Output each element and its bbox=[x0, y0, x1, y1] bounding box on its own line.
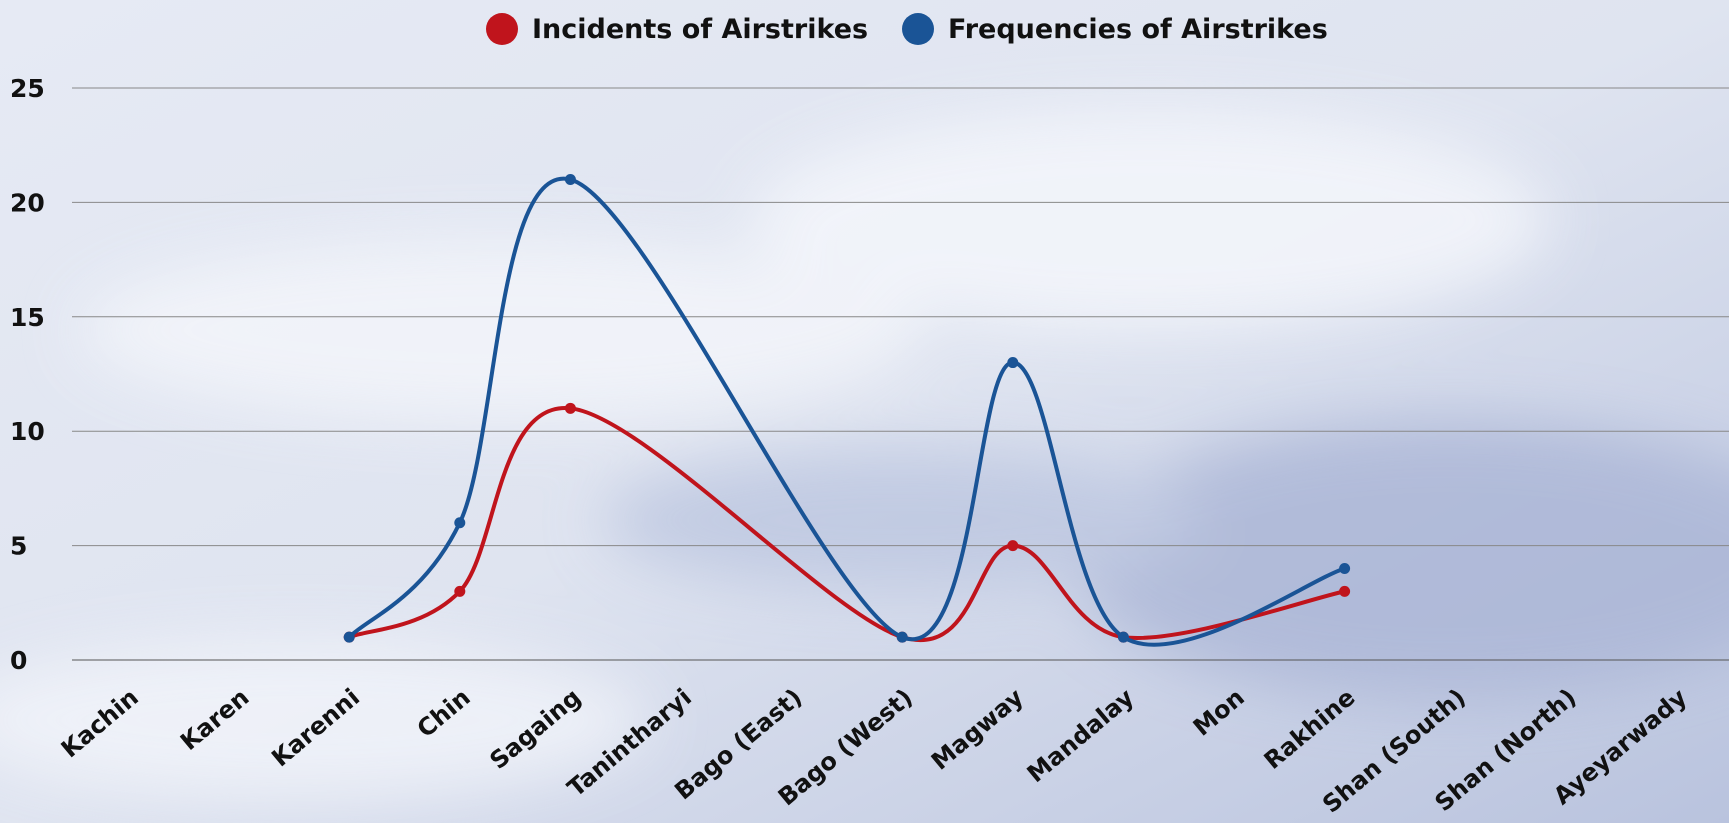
data-point bbox=[1118, 632, 1129, 643]
data-point bbox=[1007, 357, 1018, 368]
y-tick-label: 25 bbox=[10, 74, 45, 103]
data-point bbox=[565, 403, 576, 414]
y-tick-label: 20 bbox=[10, 188, 45, 217]
legend: Incidents of Airstrikes Frequencies of Ai… bbox=[486, 13, 1328, 45]
data-point bbox=[344, 632, 355, 643]
data-point bbox=[454, 586, 465, 597]
data-point bbox=[454, 517, 465, 528]
y-tick-label: 15 bbox=[10, 303, 45, 332]
legend-marker bbox=[902, 13, 934, 45]
y-tick-label: 10 bbox=[10, 417, 45, 446]
data-point bbox=[1007, 540, 1018, 551]
data-point bbox=[897, 632, 908, 643]
y-tick-label: 0 bbox=[10, 646, 27, 675]
data-point bbox=[1339, 586, 1350, 597]
y-tick-label: 5 bbox=[10, 532, 27, 561]
data-point bbox=[565, 174, 576, 185]
legend-label: Frequencies of Airstrikes bbox=[948, 14, 1328, 45]
chart: Incidents of Airstrikes Frequencies of Ai… bbox=[0, 0, 1729, 823]
legend-marker bbox=[486, 13, 518, 45]
legend-label: Incidents of Airstrikes bbox=[532, 14, 868, 45]
data-point bbox=[1339, 563, 1350, 574]
